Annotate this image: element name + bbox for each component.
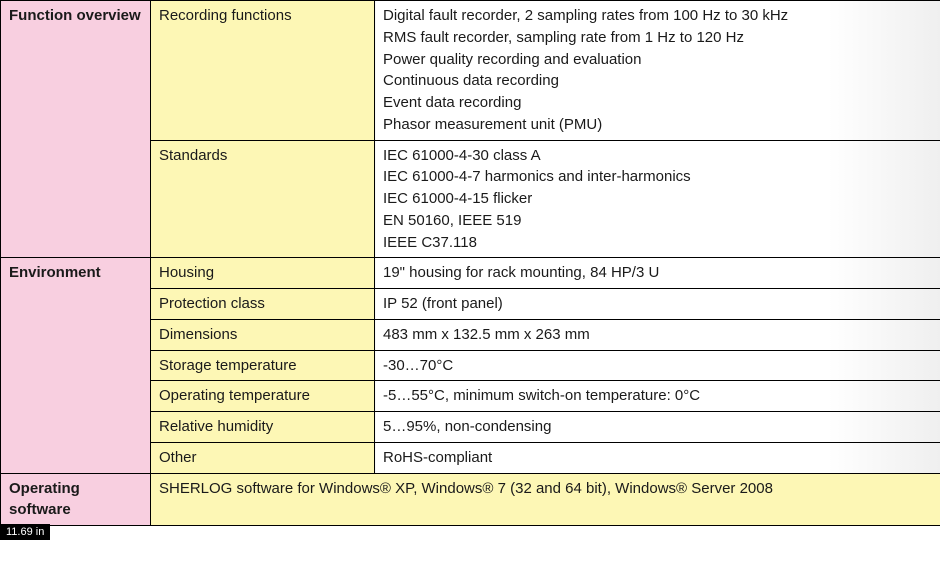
sub-cell-relative-humidity: Relative humidity	[151, 412, 375, 443]
category-cell-environment: Environment	[1, 258, 151, 473]
value-cell: 19" housing for rack mounting, 84 HP/3 U	[375, 258, 940, 289]
value-line: 483 mm x 132.5 mm x 263 mm	[383, 324, 932, 346]
ruler-position-badge: 11.69 in	[0, 524, 50, 540]
spec-table-body: Function overview Recording functions Di…	[1, 1, 940, 526]
value-line: RoHS-compliant	[383, 447, 932, 469]
value-line: -30…70°C	[383, 355, 932, 377]
sub-cell-standards: Standards	[151, 140, 375, 258]
category-cell-function-overview: Function overview	[1, 1, 151, 258]
value-cell: -5…55°C, minimum switch-on temperature: …	[375, 381, 940, 412]
spec-table: Function overview Recording functions Di…	[0, 0, 940, 526]
value-cell: IP 52 (front panel)	[375, 289, 940, 320]
value-line: IEC 61000-4-30 class A	[383, 145, 932, 167]
status-bar: 11.69 in	[0, 522, 940, 540]
value-line: Event data recording	[383, 92, 932, 114]
value-line: Power quality recording and evaluation	[383, 49, 932, 71]
value-line: -5…55°C, minimum switch-on temperature: …	[383, 385, 932, 407]
value-cell: 5…95%, non-condensing	[375, 412, 940, 443]
value-line: IP 52 (front panel)	[383, 293, 932, 315]
category-cell-operating-software: Operating software	[1, 473, 151, 526]
sub-cell-storage-temperature: Storage temperature	[151, 350, 375, 381]
value-line: RMS fault recorder, sampling rate from 1…	[383, 27, 932, 49]
sub-cell-operating-temperature: Operating temperature	[151, 381, 375, 412]
sub-cell-dimensions: Dimensions	[151, 319, 375, 350]
value-cell: IEC 61000-4-30 class A IEC 61000-4-7 har…	[375, 140, 940, 258]
sub-cell-housing: Housing	[151, 258, 375, 289]
value-cell: 483 mm x 132.5 mm x 263 mm	[375, 319, 940, 350]
value-line: EN 50160, IEEE 519	[383, 210, 932, 232]
table-row: Operating software SHERLOG software for …	[1, 473, 940, 526]
value-line: Phasor measurement unit (PMU)	[383, 114, 932, 136]
value-line: IEC 61000-4-7 harmonics and inter-harmon…	[383, 166, 932, 188]
value-line: Digital fault recorder, 2 sampling rates…	[383, 5, 932, 27]
value-line: 5…95%, non-condensing	[383, 416, 932, 438]
value-cell: -30…70°C	[375, 350, 940, 381]
value-line: 19" housing for rack mounting, 84 HP/3 U	[383, 262, 932, 284]
value-cell-operating-software: SHERLOG software for Windows® XP, Window…	[151, 473, 940, 526]
viewport-crop: Function overview Recording functions Di…	[0, 0, 940, 564]
table-row: Environment Housing 19" housing for rack…	[1, 258, 940, 289]
value-cell: RoHS-compliant	[375, 442, 940, 473]
sub-cell-protection-class: Protection class	[151, 289, 375, 320]
value-line: SHERLOG software for Windows® XP, Window…	[159, 480, 773, 497]
value-cell: Digital fault recorder, 2 sampling rates…	[375, 1, 940, 141]
sub-cell-recording-functions: Recording functions	[151, 1, 375, 141]
value-line: Continuous data recording	[383, 70, 932, 92]
value-line: IEC 61000-4-15 flicker	[383, 188, 932, 210]
table-row: Function overview Recording functions Di…	[1, 1, 940, 141]
sub-cell-other: Other	[151, 442, 375, 473]
value-line: IEEE C37.118	[383, 232, 932, 254]
